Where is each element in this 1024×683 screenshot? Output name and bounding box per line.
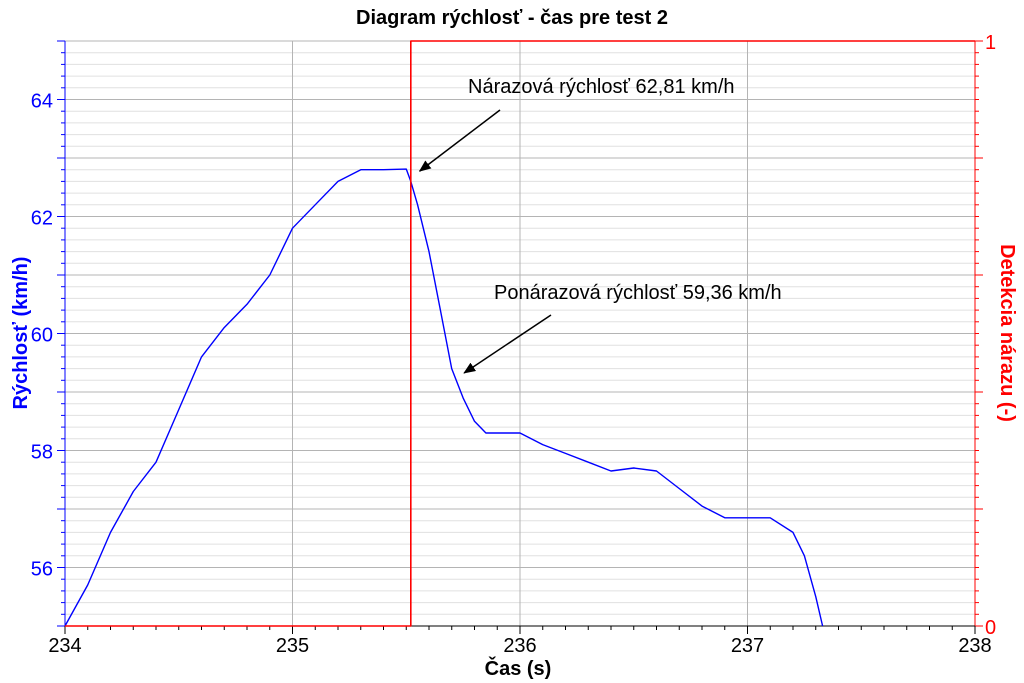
detection-series-line	[65, 40, 975, 627]
x-axis-label: Čas (s)	[485, 656, 552, 680]
annotation-impact-speed: Nárazová rýchlosť 62,81 km/h	[468, 76, 735, 98]
x-tick-label: 238	[958, 635, 991, 657]
y2-tick-label: 1	[985, 32, 996, 54]
annotation-arrow-impact	[418, 109, 501, 172]
grid	[64, 40, 976, 627]
y-tick-label: 64	[31, 91, 53, 113]
x-tick-label: 235	[276, 635, 309, 657]
chart-title: Diagram rýchlosť - čas pre test 2	[356, 7, 668, 29]
y-tick-label: 60	[31, 325, 53, 347]
y-tick-label: 62	[31, 208, 53, 230]
annotation-arrow-post-impact	[463, 314, 552, 374]
y-axis-label: Rýchlosť (km/h)	[10, 257, 32, 410]
x-tick-label: 236	[503, 635, 536, 657]
y2-axis-label: Detekcia nárazu (-)	[996, 244, 1018, 422]
series-layer	[64, 40, 975, 627]
y-tick-label: 56	[31, 559, 53, 581]
speed-series-line	[64, 168, 824, 627]
y-tick-label: 58	[31, 442, 53, 464]
axes: 56 58 60 62 64 0 1 234 235 236 237 238	[31, 32, 996, 657]
annotation-post-impact-speed: Ponárazová rýchlosť 59,36 km/h	[494, 282, 782, 304]
annotations: Nárazová rýchlosť 62,81 km/h Ponárazová r…	[418, 76, 782, 374]
y2-tick-label: 0	[985, 617, 996, 639]
x-tick-label: 237	[731, 635, 764, 657]
x-tick-label: 234	[48, 635, 81, 657]
